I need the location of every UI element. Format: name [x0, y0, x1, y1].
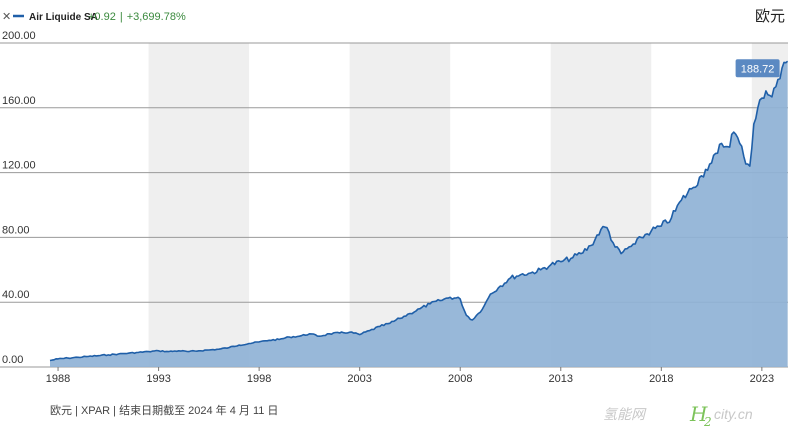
x-tick-label: 1993	[146, 373, 170, 385]
series-area-air-liquide	[50, 61, 788, 368]
close-icon[interactable]: ✕	[2, 11, 11, 23]
y-tick-label: 40.00	[2, 289, 30, 301]
y-tick-label: 0.00	[2, 354, 23, 366]
y-tick-label: 120.00	[2, 160, 36, 172]
last-value-label: 188.72	[741, 63, 775, 75]
x-tick-label: 2013	[549, 373, 573, 385]
chart-footer: 欧元 | XPAR | 结束日期截至 2024 年 4 月 11 日	[50, 403, 278, 417]
watermark-text-right: city.cn	[714, 406, 753, 422]
x-tick-label: 1998	[247, 373, 271, 385]
y-tick-label: 200.00	[2, 30, 36, 42]
watermark-text-left: 氢能网	[603, 406, 647, 422]
legend-change-abs: +0.92	[88, 11, 116, 23]
series-line-air-liquide	[49, 60, 789, 362]
x-tick-label: 1988	[46, 373, 70, 385]
legend-change: +0.92 | +3,699.78%	[88, 11, 186, 23]
x-tick-label: 2008	[448, 373, 472, 385]
x-tick-label: 2018	[649, 373, 673, 385]
watermark: 氢能网 H 2 city.cn	[603, 402, 753, 429]
last-value-badge	[735, 59, 780, 78]
currency-unit-label: 欧元	[755, 8, 785, 25]
series-layer	[49, 60, 789, 368]
legend-change-sep: |	[120, 11, 123, 23]
y-tick-label: 160.00	[2, 95, 36, 107]
last-value-marker: 188.72	[735, 59, 780, 78]
y-axis-ticks: 0.00 40.00 80.00 120.00 160.00 200.00	[2, 30, 36, 366]
shaded-band-0	[148, 43, 250, 367]
x-tick-label: 2023	[750, 373, 774, 385]
y-tick-label: 80.00	[2, 224, 30, 236]
watermark-h: H	[689, 402, 708, 426]
x-axis-ticks: 1988 1993 1998 2003 2008 2013 2018 2023	[46, 367, 774, 385]
legend-change-pct: +3,699.78%	[127, 11, 186, 23]
x-tick-label: 2003	[347, 373, 371, 385]
watermark-subscript: 2	[703, 415, 712, 429]
chart-legend: ✕ Air Liquide SA +0.92 | +3,699.78%	[2, 11, 186, 23]
legend-series-name: Air Liquide SA	[29, 12, 98, 23]
